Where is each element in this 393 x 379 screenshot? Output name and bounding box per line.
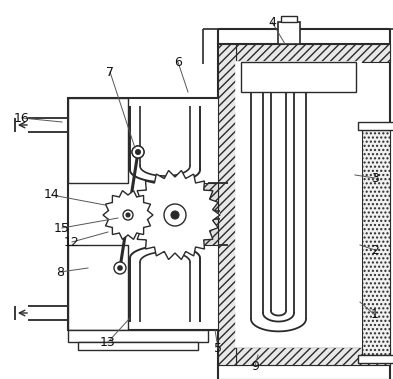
Polygon shape bbox=[103, 191, 153, 240]
Text: 8: 8 bbox=[56, 266, 64, 279]
Bar bbox=[278, 22, 300, 44]
Circle shape bbox=[123, 210, 133, 220]
Circle shape bbox=[114, 262, 126, 274]
Bar bbox=[218, 44, 236, 365]
Bar bbox=[68, 98, 228, 330]
Polygon shape bbox=[130, 171, 220, 260]
Circle shape bbox=[118, 266, 122, 270]
Text: 7: 7 bbox=[106, 66, 114, 78]
Text: 1: 1 bbox=[371, 309, 379, 321]
Text: 14: 14 bbox=[44, 188, 60, 202]
Circle shape bbox=[136, 150, 140, 154]
Bar bbox=[68, 330, 208, 342]
Bar bbox=[281, 16, 297, 22]
Circle shape bbox=[126, 213, 130, 217]
Text: 2: 2 bbox=[371, 243, 379, 257]
Circle shape bbox=[132, 146, 144, 158]
Text: 4: 4 bbox=[268, 16, 276, 28]
Text: 16: 16 bbox=[14, 111, 30, 124]
Circle shape bbox=[164, 204, 186, 226]
Bar bbox=[78, 342, 198, 350]
Circle shape bbox=[108, 195, 148, 235]
Bar bbox=[236, 44, 390, 62]
Circle shape bbox=[137, 177, 213, 253]
Bar bbox=[200, 183, 218, 245]
Text: 12: 12 bbox=[64, 235, 80, 249]
Text: 13: 13 bbox=[100, 335, 116, 349]
Bar bbox=[358, 355, 393, 363]
Bar bbox=[236, 62, 361, 347]
Text: 15: 15 bbox=[54, 221, 70, 235]
Bar bbox=[362, 130, 390, 355]
Text: 5: 5 bbox=[214, 341, 222, 354]
Text: 6: 6 bbox=[174, 55, 182, 69]
Text: 9: 9 bbox=[251, 360, 259, 373]
Bar bbox=[68, 245, 128, 330]
Bar bbox=[218, 44, 390, 365]
Circle shape bbox=[171, 211, 179, 219]
Bar bbox=[241, 62, 356, 92]
Bar bbox=[68, 98, 128, 183]
Text: 3: 3 bbox=[371, 172, 379, 185]
Circle shape bbox=[132, 146, 144, 158]
Circle shape bbox=[136, 150, 140, 154]
Bar bbox=[358, 122, 393, 130]
Bar bbox=[236, 347, 390, 365]
